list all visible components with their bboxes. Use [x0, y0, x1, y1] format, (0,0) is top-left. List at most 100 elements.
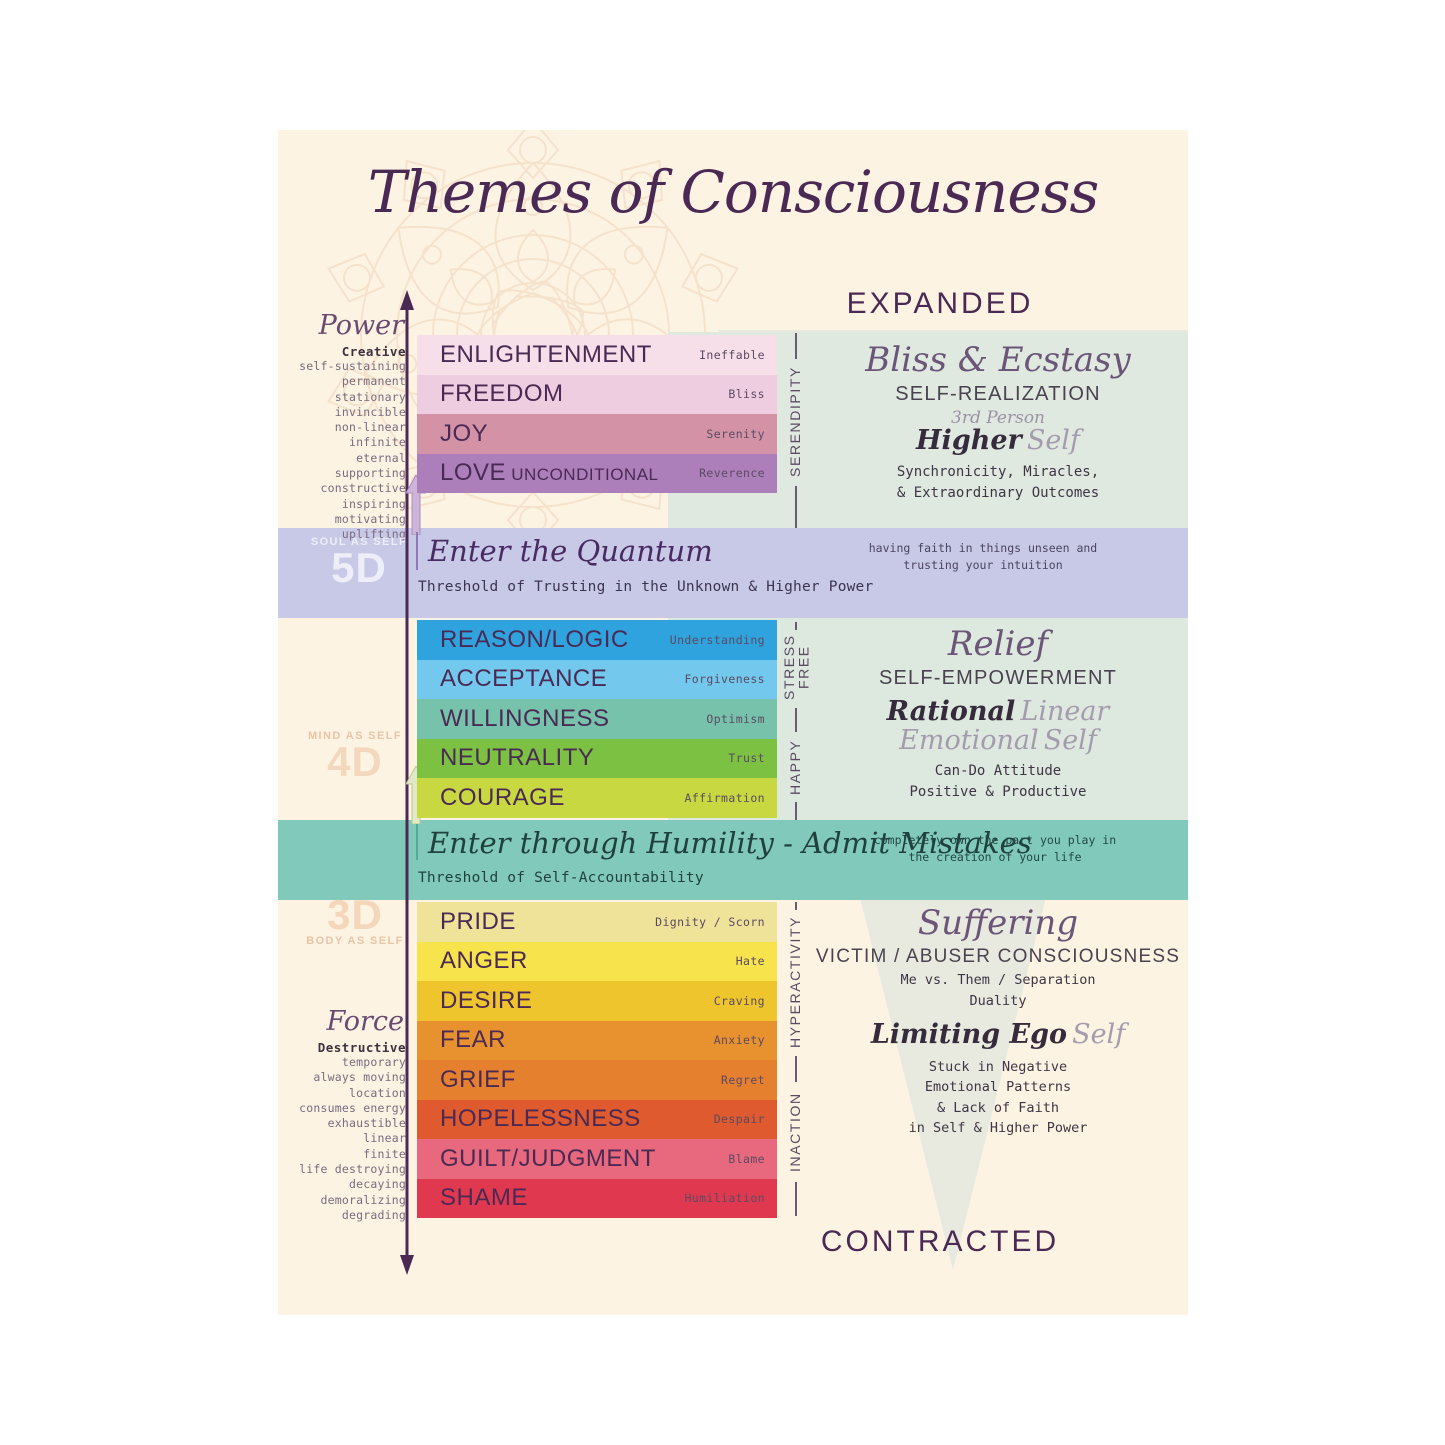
level-bar[interactable]: COURAGE Affirmation	[417, 778, 777, 818]
level-bar[interactable]: REASON/LOGIC Understanding	[417, 620, 777, 660]
level-name: ACCEPTANCE	[440, 665, 608, 693]
level-bar[interactable]: FREEDOM Bliss	[417, 374, 777, 414]
level-emotion: Anxiety	[713, 1033, 765, 1048]
quantum-tick	[416, 532, 418, 570]
level-name: GRIEF	[440, 1065, 516, 1093]
force-word: exhaustible	[327, 1116, 406, 1131]
panel-top-dual-light: Self	[1026, 425, 1080, 457]
humility-note: completely own the part you play in the …	[873, 833, 1117, 864]
force-word-list: temporary always moving location consumes e…	[288, 1055, 406, 1223]
power-word: stationary	[334, 389, 406, 404]
power-heading: Creative	[341, 344, 406, 359]
panel-mid-dual-2: Emotional Self	[808, 724, 1188, 756]
panel-suffering: Suffering VICTIM / ABUSER CONSCIOUSNESS …	[808, 903, 1188, 1138]
panel-top-person: 3rd Person	[951, 408, 1045, 429]
level-bar[interactable]: WILLINGNESS Optimism	[417, 699, 777, 739]
mood-label-serendipity: SERENDIPITY	[787, 366, 803, 478]
quantum-script: Enter the Quantum	[428, 534, 713, 568]
expanded-label: EXPANDED	[846, 287, 1034, 320]
levels-mid-group: REASON/LOGIC Understanding ACCEPTANCE Forgi…	[417, 620, 777, 818]
force-heading: Destructive	[317, 1040, 406, 1055]
panel-mid-dual-bold2: Emotional	[899, 724, 1039, 756]
dimension-3d-label: BODY AS SELF	[306, 934, 404, 947]
force-word: temporary	[341, 1055, 406, 1069]
level-emotion: Dignity / Scorn	[655, 914, 765, 929]
zone-5d-band	[278, 528, 1188, 618]
power-word-list: self-sustaining permanent stationary invinc…	[288, 359, 406, 542]
level-emotion: Bliss	[728, 387, 765, 402]
level-emotion: Understanding	[669, 632, 765, 647]
level-emotion: Blame	[728, 1151, 765, 1166]
panel-mid-lines: Can-Do Attitude Positive & Productive	[909, 763, 1087, 801]
panel-top-caps: SELF-REALIZATION	[895, 383, 1101, 406]
force-word: consumes energy	[299, 1100, 406, 1115]
panel-top-dual: Higher Self	[808, 427, 1188, 455]
mood-label-hyperactivity: HYPERACTIVITY	[787, 915, 803, 1049]
level-emotion: Ineffable	[699, 347, 765, 362]
panel-low-dual-light: Self	[1072, 1018, 1126, 1050]
level-emotion: Hate	[735, 954, 765, 969]
level-bar[interactable]: DESIRE Craving	[417, 981, 777, 1021]
levels-expanded-group: ENLIGHTENMENT Ineffable FREEDOM Bliss JOY Ser…	[417, 335, 777, 493]
panel-mid-dual-light: Linear	[1020, 696, 1110, 728]
level-emotion: Despair	[713, 1112, 765, 1127]
level-name: ENLIGHTENMENT	[440, 340, 652, 368]
quantum-note: having faith in things unseen and trusti…	[868, 541, 1098, 572]
humility-tick	[416, 824, 418, 860]
zone-humility-band	[278, 820, 1188, 900]
levels-contracted-group: PRIDE Dignity / Scorn ANGER Hate DESIRE Cravi…	[417, 902, 777, 1218]
page-title: Themes of Consciousness	[367, 158, 1099, 226]
power-word: infinite	[349, 435, 406, 450]
level-bar[interactable]: ACCEPTANCE Forgiveness	[417, 659, 777, 699]
force-word: life destroying	[299, 1161, 406, 1176]
panel-mid-dual-1: Rational Linear	[808, 698, 1188, 726]
level-bar[interactable]: HOPELESSNESS Despair	[417, 1099, 777, 1139]
force-word: degrading	[341, 1207, 406, 1222]
force-word: demoralizing	[320, 1192, 406, 1207]
dimension-4d-number: 4D	[327, 738, 383, 785]
level-name: WILLINGNESS	[440, 704, 610, 732]
level-name: JOY	[440, 419, 489, 447]
level-name: HOPELESSNESS	[440, 1105, 641, 1133]
panel-mid-script: Relief	[947, 624, 1049, 664]
level-bar[interactable]: GUILT/JUDGMENT Blame	[417, 1139, 777, 1179]
panel-low-script: Suffering	[917, 903, 1079, 943]
panel-mid-dual-bold: Rational	[886, 696, 1016, 728]
power-script-label: Power	[318, 310, 404, 341]
power-word: supporting	[334, 465, 406, 480]
dimension-badge-4d: MIND AS SELF 4D	[300, 730, 410, 782]
panel-low-dual: Limiting Ego Self	[808, 1018, 1188, 1050]
level-name: FEAR	[440, 1026, 507, 1054]
level-qualifier: UNCONDITIONAL	[506, 465, 659, 485]
level-bar[interactable]: ENLIGHTENMENT Ineffable	[417, 335, 777, 375]
power-word: uplifting	[341, 527, 406, 542]
level-bar[interactable]: SHAME Humiliation	[417, 1178, 777, 1218]
panel-low-caps: VICTIM / ABUSER CONSCIOUSNESS	[815, 946, 1181, 968]
level-bar[interactable]: FEAR Anxiety	[417, 1020, 777, 1060]
humility-subtitle: Threshold of Self-Accountability	[418, 870, 704, 886]
panel-top-dual-bold: Higher	[916, 425, 1022, 457]
level-bar[interactable]: LOVE UNCONDITIONAL Reverence	[417, 453, 777, 493]
power-word: non-linear	[334, 420, 406, 435]
level-name: SHAME	[440, 1184, 528, 1212]
quantum-subtitle: Threshold of Trusting in the Unknown & H…	[418, 579, 874, 595]
contracted-label: CONTRACTED	[820, 1225, 1060, 1258]
level-name: ANGER	[440, 947, 528, 975]
level-emotion: Serenity	[706, 426, 765, 441]
panel-top-script: Bliss & Ecstasy	[865, 340, 1131, 380]
level-emotion: Optimism	[706, 711, 765, 726]
panel-low-lines-2: Stuck in Negative Emotional Patterns & L…	[908, 1059, 1088, 1136]
dimension-5d-label: SOUL AS SELF	[310, 536, 408, 548]
level-name: DESIRE	[440, 986, 533, 1014]
level-bar[interactable]: GRIEF Regret	[417, 1060, 777, 1100]
level-bar[interactable]: ANGER Hate	[417, 941, 777, 981]
power-word: eternal	[356, 450, 406, 465]
dimension-badge-3d: 3D BODY AS SELF	[300, 894, 410, 947]
level-bar[interactable]: NEUTRALITY Trust	[417, 738, 777, 778]
power-word: motivating	[334, 511, 406, 526]
power-word: self-sustaining	[299, 359, 406, 373]
level-bar[interactable]: JOY Serenity	[417, 414, 777, 454]
power-word: invincible	[334, 404, 406, 419]
force-word: linear	[363, 1131, 406, 1146]
level-bar[interactable]: PRIDE Dignity / Scorn	[417, 902, 777, 942]
